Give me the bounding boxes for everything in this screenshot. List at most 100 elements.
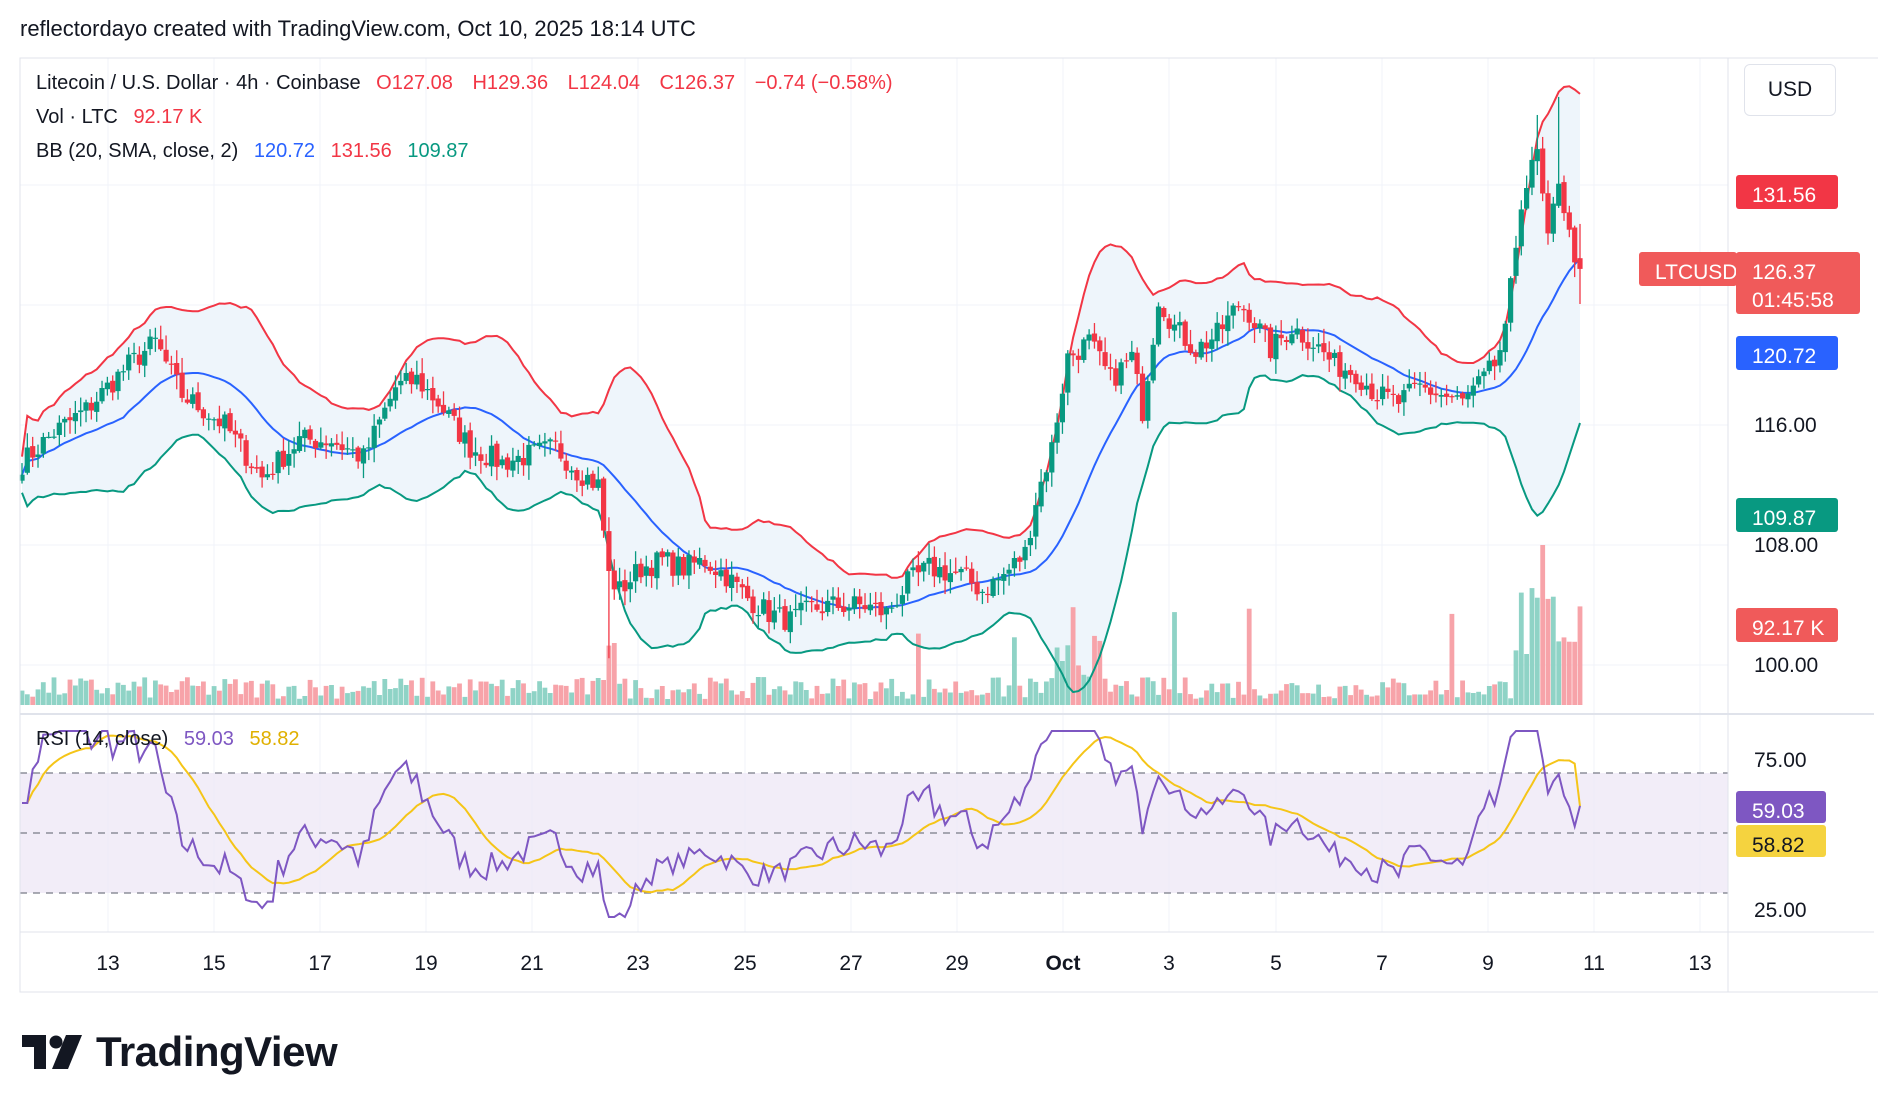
candle-body xyxy=(238,433,244,439)
candle-body xyxy=(1283,340,1290,342)
candle-body xyxy=(1358,382,1364,390)
candle-body xyxy=(499,459,505,466)
volume-bar xyxy=(430,681,436,705)
volume-bar xyxy=(1529,588,1535,705)
time-tick-label: 13 xyxy=(96,952,119,975)
currency-button[interactable]: USD xyxy=(1744,64,1836,116)
candle-body xyxy=(627,582,633,590)
volume-bar xyxy=(761,677,767,705)
candle-body xyxy=(953,571,959,573)
candle-body xyxy=(601,478,607,531)
volume-bar xyxy=(355,690,361,705)
ohlc-open: O127.08 xyxy=(376,72,453,94)
candle-body xyxy=(745,585,751,599)
candle-body xyxy=(889,607,895,609)
volume-bar xyxy=(574,679,580,705)
volume-bar xyxy=(542,687,548,705)
volume-bar xyxy=(1406,695,1412,705)
candle-body xyxy=(830,596,836,600)
candle-body xyxy=(702,559,708,567)
candle-body xyxy=(681,557,687,576)
rsi-ma-badge xyxy=(1736,825,1826,857)
candle-body xyxy=(638,563,644,578)
candle-body xyxy=(1230,305,1236,316)
volume-bar xyxy=(1108,691,1113,705)
volume-bar xyxy=(307,679,313,705)
candle-body xyxy=(1476,376,1482,385)
candle-body xyxy=(1524,188,1530,209)
volume-bar xyxy=(1508,698,1513,705)
volume-bar xyxy=(1566,641,1572,705)
bb-label[interactable]: BB (20, SMA, close, 2) xyxy=(36,140,239,162)
volume-bar xyxy=(819,693,825,705)
candle-body xyxy=(275,451,281,474)
volume-bar xyxy=(1348,695,1353,705)
candle-body xyxy=(1027,538,1033,546)
volume-bar xyxy=(1428,690,1433,705)
candle-body xyxy=(819,611,825,614)
volume-bar xyxy=(996,677,1001,705)
candle-body xyxy=(1059,393,1065,423)
candle-body xyxy=(280,450,286,467)
last-price-badge-text: 126.37 xyxy=(1752,261,1816,284)
candle-body xyxy=(969,568,975,584)
bb-basis-value: 120.72 xyxy=(253,140,316,162)
volume-bar xyxy=(339,686,345,705)
candle-body xyxy=(30,446,36,458)
volume-bar xyxy=(398,678,404,705)
candle-body xyxy=(937,567,943,578)
candle-body xyxy=(1161,308,1167,318)
volume-bar xyxy=(1118,685,1124,705)
candle-body xyxy=(1225,315,1231,332)
candle-body xyxy=(456,417,463,442)
candle-body xyxy=(99,388,105,402)
volume-bar xyxy=(953,681,959,705)
candle-body xyxy=(291,449,297,454)
candle-body xyxy=(1353,373,1359,385)
volume-bar xyxy=(147,697,153,705)
candle-body xyxy=(697,558,703,565)
volume-label[interactable]: Vol · LTC xyxy=(36,106,118,128)
volume-bar xyxy=(1294,685,1300,705)
candle-body xyxy=(1262,325,1268,329)
volume-bar xyxy=(1518,592,1524,705)
volume-bar xyxy=(1156,694,1161,705)
volume-bar xyxy=(505,695,510,705)
candle-body xyxy=(542,441,548,444)
volume-bar xyxy=(649,698,654,705)
rsi-label[interactable]: RSI (14, close) xyxy=(36,728,169,750)
time-tick-label: 17 xyxy=(308,952,331,975)
candle-body xyxy=(248,466,254,469)
candle-body xyxy=(40,437,46,454)
volume-bar xyxy=(841,679,847,705)
candle-body xyxy=(825,600,831,612)
time-tick-label: 13 xyxy=(1688,952,1711,975)
volume-bar xyxy=(980,694,985,705)
volume-bar xyxy=(1198,697,1204,705)
volume-bar xyxy=(852,682,857,705)
volume-bar xyxy=(777,686,783,705)
candle-body xyxy=(553,440,559,442)
candle-body xyxy=(1438,395,1444,397)
volume-bar xyxy=(1268,693,1273,705)
volume-bar xyxy=(1166,689,1172,705)
candle-body xyxy=(1390,393,1396,395)
candle-body xyxy=(1433,393,1439,396)
volume-bar xyxy=(750,682,756,705)
volume-bar xyxy=(1182,677,1188,705)
volume-bar xyxy=(1556,641,1562,705)
symbol-title[interactable]: Litecoin / U.S. Dollar · 4h · Coinbase xyxy=(36,72,361,94)
rsi-pane xyxy=(20,729,1728,919)
volume-bar xyxy=(665,699,670,705)
volume-bar xyxy=(1289,683,1295,705)
candle-body xyxy=(787,611,793,633)
candle-body xyxy=(1043,472,1049,482)
volume-bar xyxy=(1044,681,1049,705)
bb-upper-value: 131.56 xyxy=(330,140,392,162)
candle-body xyxy=(520,458,527,466)
volume-bar xyxy=(900,691,905,705)
candle-body xyxy=(1049,442,1055,473)
candle-body xyxy=(723,569,729,587)
volume-bar xyxy=(46,692,52,705)
